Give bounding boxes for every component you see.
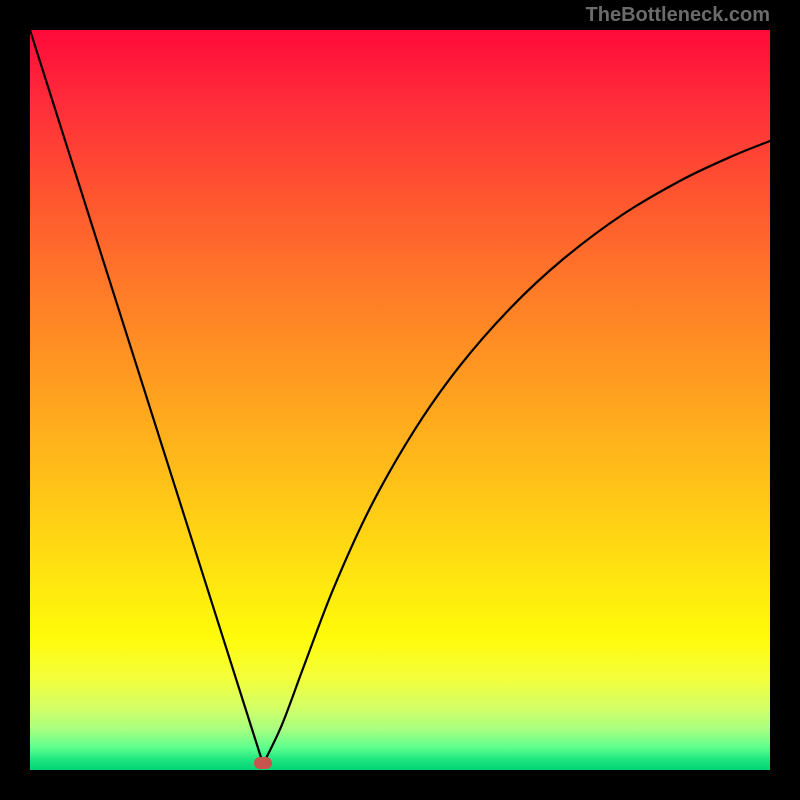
watermark-text: TheBottleneck.com <box>586 4 770 27</box>
minimum-marker <box>254 757 272 769</box>
plot-area <box>30 30 770 770</box>
bottleneck-curve <box>30 30 770 770</box>
chart-frame: TheBottleneck.com <box>0 0 800 800</box>
